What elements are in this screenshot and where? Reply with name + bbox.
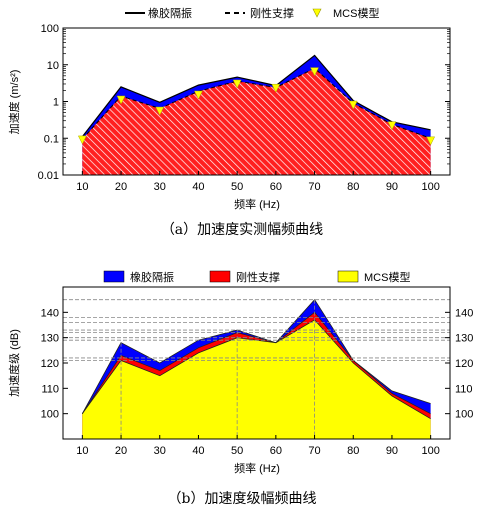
legend-a-triangle	[312, 8, 322, 18]
legend-a-label-0: 橡胶隔振	[148, 6, 192, 20]
caption-b: （b）加速度级幅频曲线	[168, 491, 317, 507]
x-tick-label-a-7: 80	[347, 181, 359, 193]
x-tick-label-b-4: 50	[231, 445, 243, 457]
y-tick-label-a-3: 10	[47, 60, 59, 72]
y-tick-label-b-right-0: 100	[455, 409, 473, 421]
legend-a: 橡胶隔振 刚性支撑 MCS模型	[125, 6, 379, 20]
plot-area-a	[77, 54, 436, 175]
legend-b-swatch-0	[103, 270, 125, 283]
y-axis-label-b: 加速度级 (dB)	[7, 329, 21, 397]
chart-a: 橡胶隔振 刚性支撑 MCS模型 10 20 30 40 50 60 70 80 90 100 0.0…	[7, 6, 451, 238]
legend-b: 橡胶隔振 刚性支撑 MCS模型	[103, 270, 410, 284]
y-tick-label-b-right-1: 110	[455, 383, 473, 395]
mcs-point-8	[387, 121, 397, 131]
mcs-point-3	[194, 90, 203, 100]
x-tick-label-b-2: 30	[154, 445, 166, 457]
series-line-rigid	[81, 67, 431, 140]
y-tick-label-b-4: 140	[41, 307, 59, 319]
mcs-point-4	[232, 79, 242, 89]
x-tick-label-a-8: 90	[386, 181, 398, 193]
plot-area-b	[63, 299, 450, 439]
y-tick-label-a-0: 0.01	[38, 170, 59, 182]
x-axis-label-a: 频率 (Hz)	[234, 197, 280, 211]
x-tick-label-a-2: 30	[154, 181, 166, 193]
series-area-mcs-db	[82, 319, 431, 439]
y-tick-label-b-right-4: 140	[455, 307, 473, 319]
chart-b: 橡胶隔振 刚性支撑 MCS模型 10 20 30 40 50 60 70 80 90 100 100…	[7, 270, 473, 507]
y-tick-label-b-2: 120	[41, 358, 59, 370]
mcs-point-0	[77, 135, 87, 145]
legend-a-label-2: MCS模型	[333, 6, 379, 20]
mcs-point-5	[271, 83, 281, 93]
y-tick-label-a-4: 100	[41, 23, 59, 35]
x-tick-label-b-5: 60	[270, 445, 282, 457]
y-tick-label-b-1: 110	[41, 383, 59, 395]
mcs-point-1	[116, 95, 126, 105]
x-tick-label-a-0: 10	[76, 181, 88, 193]
y-axis-label-a: 加速度 (m/s²)	[7, 70, 21, 135]
series-line-rubber	[81, 54, 431, 138]
legend-b-swatch-2	[337, 270, 359, 283]
y-tick-label-b-right-3: 130	[455, 333, 473, 345]
series-area-rigid	[82, 68, 431, 175]
axes-b: 10 20 30 40 50 60 70 80 90 100 100 100 110 110 120 120 1…	[41, 307, 474, 457]
y-tick-label-a-1: 0.1	[44, 133, 59, 145]
axes-a: 10 20 30 40 50 60 70 80 90 100 0.01 0.1 1 10 100	[38, 23, 450, 193]
x-tick-label-b-3: 40	[192, 445, 204, 457]
legend-b-label-2: MCS模型	[364, 270, 410, 284]
legend-b-label-1: 刚性支撑	[236, 270, 280, 284]
legend-b-label-0: 橡胶隔振	[130, 270, 174, 284]
x-tick-label-a-6: 70	[308, 181, 320, 193]
mcs-point-9	[426, 136, 436, 146]
mcs-point-2	[155, 106, 165, 116]
x-tick-label-a-1: 20	[115, 181, 127, 193]
x-tick-label-b-7: 80	[347, 445, 359, 457]
x-tick-label-b-0: 10	[76, 445, 88, 457]
y-tick-label-a-2: 1	[53, 97, 59, 109]
x-tick-label-b-6: 70	[308, 445, 320, 457]
x-tick-label-a-4: 50	[231, 181, 243, 193]
x-tick-label-a-9: 100	[421, 181, 439, 193]
legend-b-swatch-1	[209, 270, 231, 283]
x-axis-label-b: 频率 (Hz)	[234, 461, 280, 475]
x-tick-label-b-9: 100	[421, 445, 439, 457]
x-tick-label-a-3: 40	[192, 181, 204, 193]
series-area-rubber-db-outline	[81, 299, 431, 414]
y-tick-label-b-right-2: 120	[455, 358, 473, 370]
x-tick-label-b-1: 20	[115, 445, 127, 457]
x-tick-label-b-8: 90	[386, 445, 398, 457]
legend-a-label-1: 刚性支撑	[250, 6, 294, 20]
mcs-point-6	[310, 67, 319, 77]
mcs-point-7	[348, 100, 358, 110]
x-tick-label-a-5: 60	[270, 181, 282, 193]
caption-a: （a）加速度实测幅频曲线	[161, 222, 323, 238]
y-tick-label-b-0: 100	[41, 409, 59, 421]
y-tick-label-b-3: 130	[41, 333, 59, 345]
